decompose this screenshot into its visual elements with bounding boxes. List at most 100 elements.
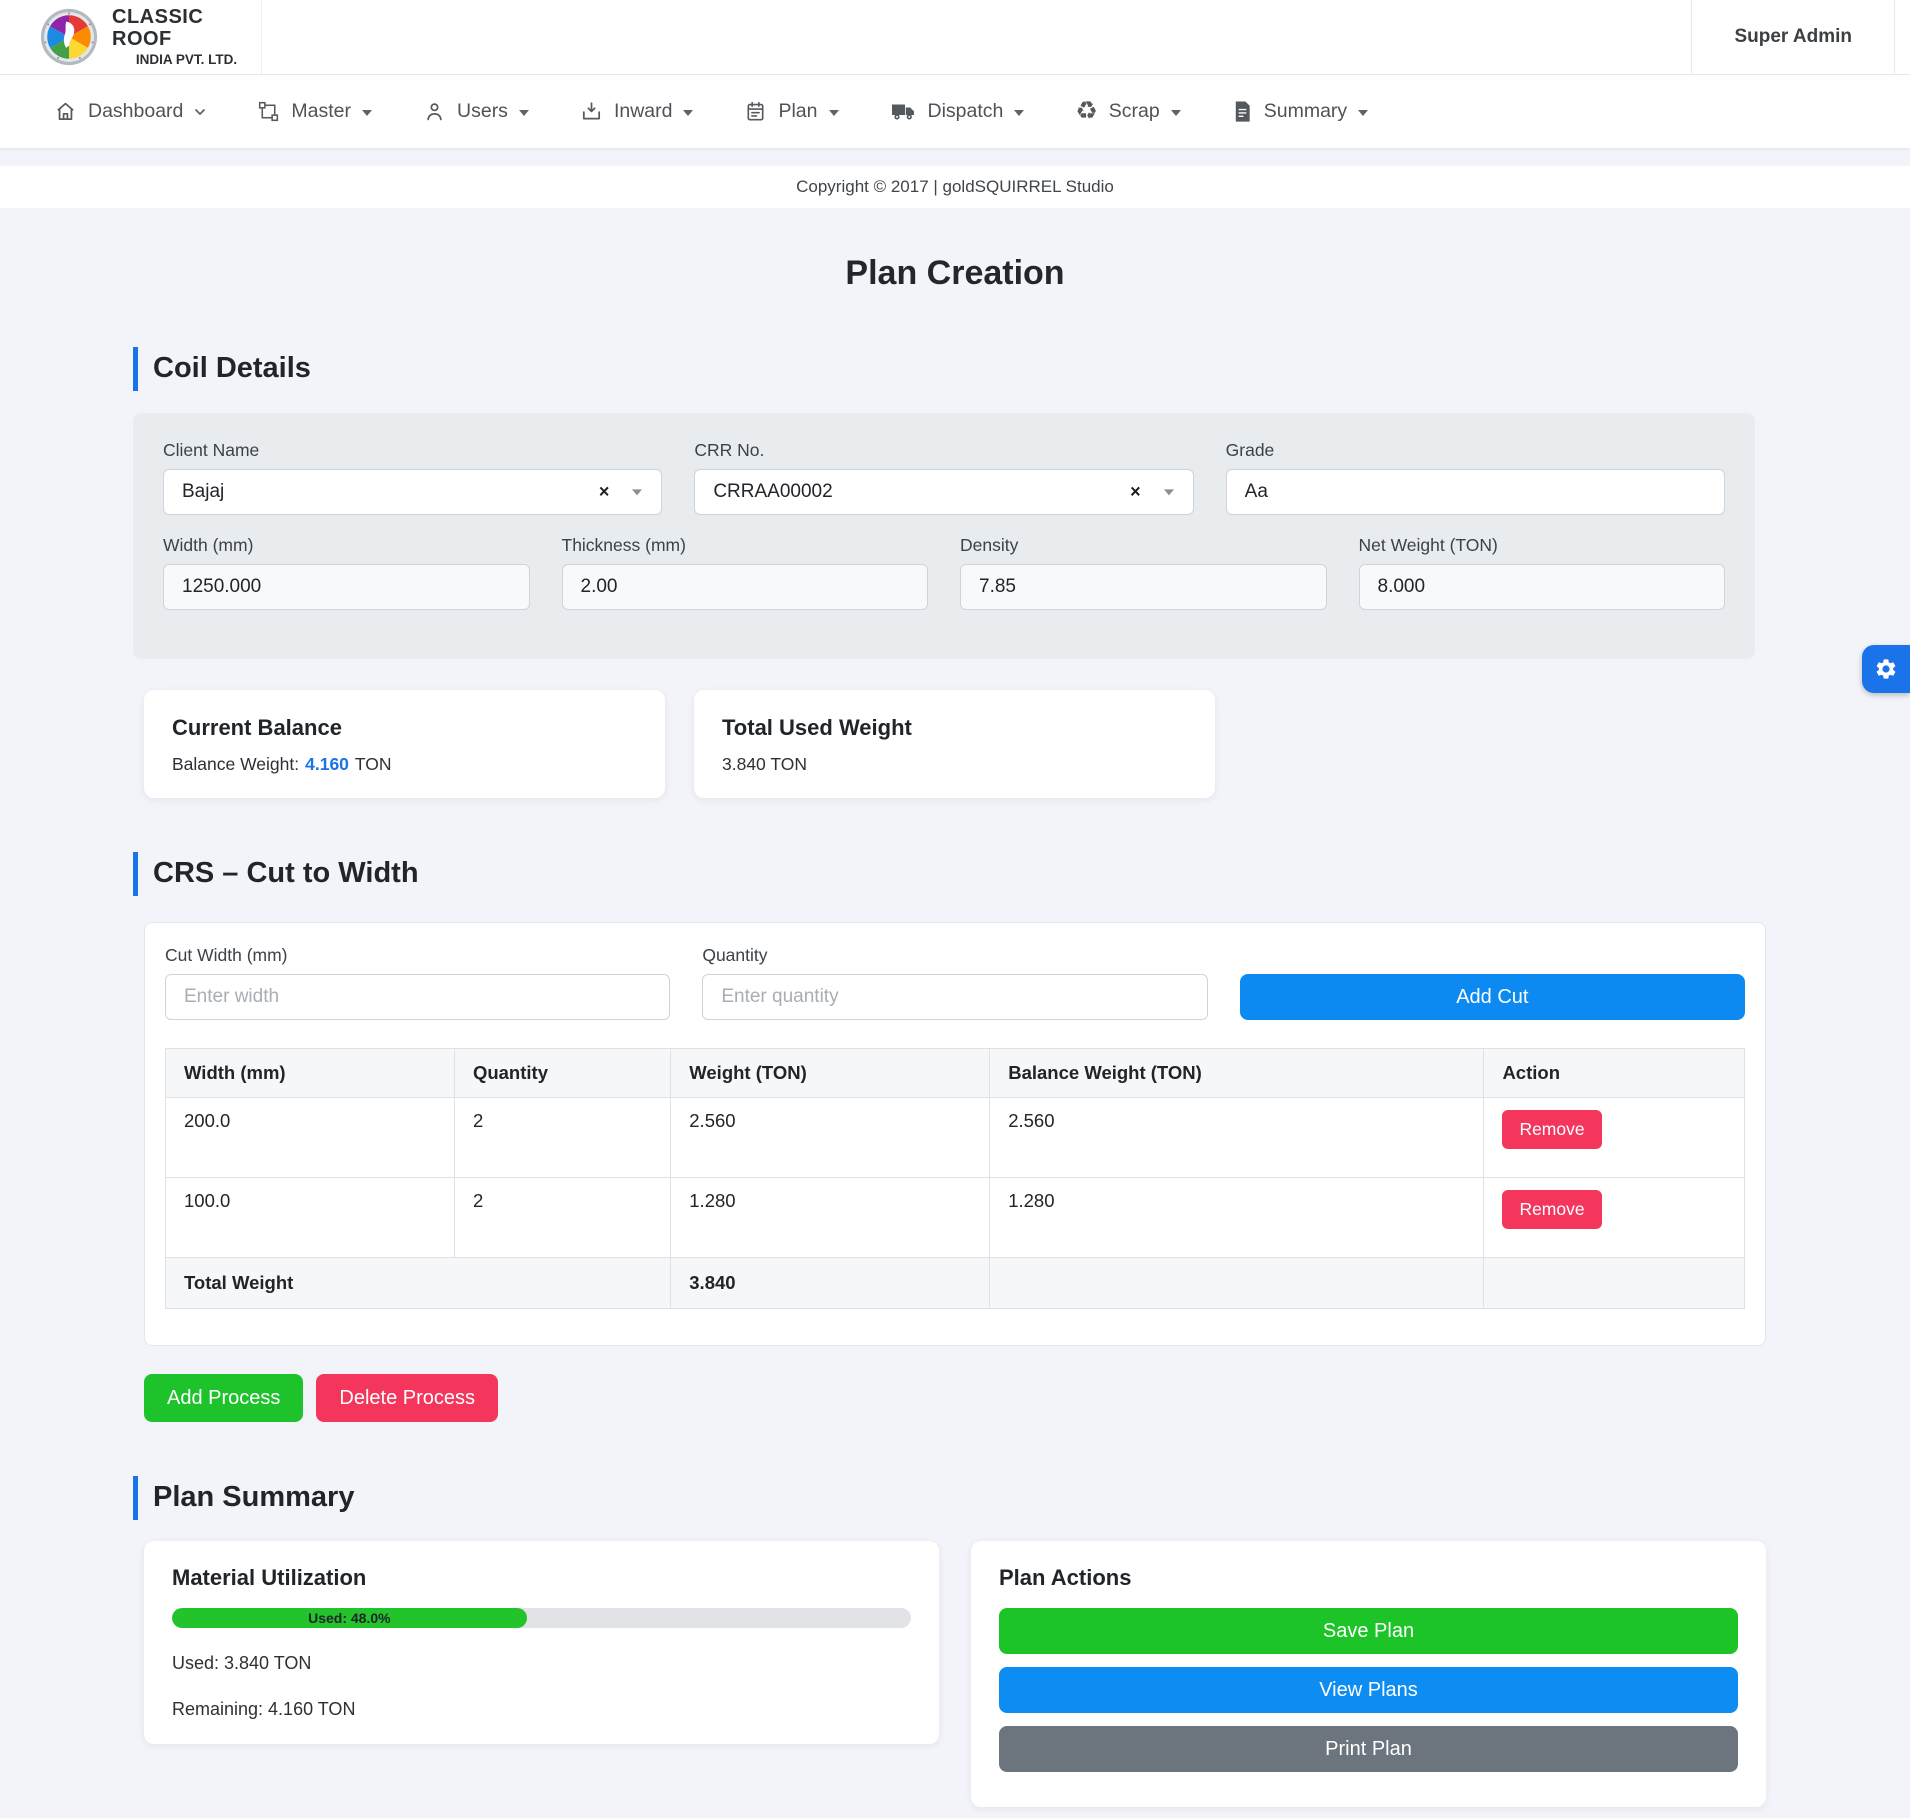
person-icon	[427, 103, 442, 121]
header-spacer	[262, 0, 1691, 74]
brand[interactable]: CLASSIC ROOF INDIA PVT. LTD.	[0, 0, 262, 74]
chevron-down-icon	[195, 108, 206, 115]
cell-balance: 2.560	[989, 1097, 1485, 1178]
table-row: 200.0 2 2.560 2.560 Remove	[165, 1097, 1745, 1178]
client-name-select[interactable]: Bajaj ×	[163, 469, 663, 515]
settings-fab[interactable]	[1862, 645, 1910, 693]
net-weight-label: Net Weight (TON)	[1358, 535, 1498, 555]
utilization-progress-bar: Used: 48.0%	[172, 1608, 911, 1628]
width-input[interactable]	[163, 564, 530, 610]
crs-card: Cut Width (mm) Quantity Add Cut Width (m…	[144, 922, 1766, 1346]
cell-quantity: 2	[453, 1097, 672, 1178]
bounding-box-icon	[259, 101, 279, 122]
tray-download-icon	[582, 102, 600, 120]
select-caret-icon[interactable]	[632, 489, 643, 496]
delete-process-button[interactable]: Delete Process	[316, 1374, 499, 1422]
thickness-label: Thickness (mm)	[561, 535, 686, 555]
grade-input[interactable]	[1225, 469, 1725, 515]
nav-item-master[interactable]: Master	[257, 100, 373, 123]
col-header-action: Action	[1483, 1048, 1745, 1098]
utilization-progress-label: Used: 48.0%	[308, 1610, 391, 1626]
density-label: Density	[960, 535, 1019, 555]
nav-item-scrap[interactable]: ♻ Scrap	[1075, 97, 1181, 125]
col-header-quantity: Quantity	[453, 1048, 672, 1098]
nav-item-dashboard[interactable]: Dashboard	[54, 100, 206, 123]
nav-label: Dispatch	[927, 100, 1004, 122]
cell-quantity: 2	[453, 1177, 672, 1258]
crr-no-field: CRR No. CRRAA00002 ×	[694, 440, 1194, 515]
caret-down-icon	[1358, 109, 1369, 116]
save-plan-button[interactable]: Save Plan	[999, 1608, 1738, 1654]
density-input[interactable]	[960, 564, 1327, 610]
add-process-button[interactable]: Add Process	[144, 1374, 304, 1422]
app-header: CLASSIC ROOF INDIA PVT. LTD. Super Admin	[0, 0, 1910, 75]
caret-down-icon	[828, 109, 839, 116]
select-caret-icon[interactable]	[1163, 489, 1174, 496]
brand-line2: INDIA PVT. LTD.	[135, 52, 238, 68]
add-cut-wrap: Add Cut	[1239, 974, 1745, 1020]
nav-item-users[interactable]: Users	[423, 100, 529, 123]
total-weight-label: Total Weight	[164, 1257, 672, 1309]
client-name-field: Client Name Bajaj ×	[163, 440, 663, 515]
add-cut-button[interactable]: Add Cut	[1239, 974, 1745, 1020]
cut-width-label: Cut Width (mm)	[165, 945, 288, 965]
client-name-value: Bajaj	[182, 481, 225, 502]
user-menu[interactable]: Super Admin	[1691, 0, 1895, 74]
recycle-icon: ♻	[1075, 97, 1098, 125]
home-icon	[57, 102, 74, 121]
caret-down-icon	[1014, 109, 1025, 116]
net-weight-input[interactable]	[1358, 564, 1725, 610]
client-name-label: Client Name	[163, 440, 260, 460]
cut-width-input[interactable]	[165, 974, 671, 1020]
utilization-progress-fill: Used: 48.0%	[172, 1608, 527, 1628]
print-plan-button[interactable]: Print Plan	[999, 1726, 1738, 1772]
view-plans-button[interactable]: View Plans	[999, 1667, 1738, 1713]
nav-item-inward[interactable]: Inward	[580, 100, 694, 123]
cell-weight: 2.560	[670, 1097, 991, 1178]
brand-line1: CLASSIC ROOF	[112, 6, 204, 51]
table-row: 100.0 2 1.280 1.280 Remove	[165, 1177, 1745, 1258]
quantity-field: Quantity	[702, 945, 1208, 1020]
plan-actions-title: Plan Actions	[999, 1565, 1132, 1590]
col-header-weight: Weight (TON)	[670, 1048, 991, 1098]
nav-label: Master	[291, 100, 352, 122]
gear-icon	[1876, 659, 1896, 679]
document-icon	[1235, 101, 1250, 122]
coil-details-heading: Coil Details	[133, 347, 1766, 391]
col-header-balance: Balance Weight (TON)	[989, 1048, 1485, 1098]
nav-label: Summary	[1263, 100, 1348, 122]
thickness-field: Thickness (mm)	[561, 535, 928, 610]
page-title: Plan Creation	[845, 254, 1065, 292]
quantity-input[interactable]	[702, 974, 1208, 1020]
cut-width-field: Cut Width (mm)	[165, 945, 671, 1020]
crr-no-select[interactable]: CRRAA00002 ×	[694, 469, 1194, 515]
crs-heading: CRS – Cut to Width	[133, 852, 1766, 896]
copyright-text: Copyright © 2017 | goldSQUIRREL Studio	[796, 177, 1114, 196]
grade-field: Grade	[1225, 440, 1725, 515]
total-weight-value: 3.840	[670, 1257, 991, 1309]
remove-cut-button[interactable]: Remove	[1502, 1110, 1602, 1149]
width-field: Width (mm)	[163, 535, 530, 610]
remove-cut-button[interactable]: Remove	[1502, 1190, 1602, 1229]
nav-item-summary[interactable]: Summary	[1232, 100, 1369, 123]
nav-label: Users	[457, 100, 508, 122]
col-header-width: Width (mm)	[165, 1048, 455, 1098]
footer-empty-cell	[989, 1257, 1485, 1309]
current-balance-card: Current Balance Balance Weight: 4.160 TO…	[144, 690, 665, 798]
clear-icon[interactable]: ×	[1130, 481, 1141, 502]
thickness-input[interactable]	[561, 564, 928, 610]
nav-label: Scrap	[1108, 100, 1160, 122]
clear-icon[interactable]: ×	[598, 481, 610, 502]
truck-icon	[891, 104, 914, 120]
company-logo-icon	[40, 8, 98, 66]
grade-label: Grade	[1225, 440, 1275, 460]
nav-footer-gap	[0, 149, 1910, 166]
nav-item-dispatch[interactable]: Dispatch	[890, 100, 1025, 123]
clipboard-icon	[747, 101, 764, 121]
cell-width: 100.0	[165, 1177, 455, 1258]
cell-balance: 1.280	[989, 1177, 1485, 1258]
table-footer-row: Total Weight 3.840	[164, 1257, 1745, 1309]
table-header-row: Width (mm) Quantity Weight (TON) Balance…	[165, 1048, 1745, 1098]
nav-item-plan[interactable]: Plan	[744, 100, 839, 123]
material-utilization-card: Material Utilization Used: 48.0% Used: 3…	[144, 1541, 939, 1744]
